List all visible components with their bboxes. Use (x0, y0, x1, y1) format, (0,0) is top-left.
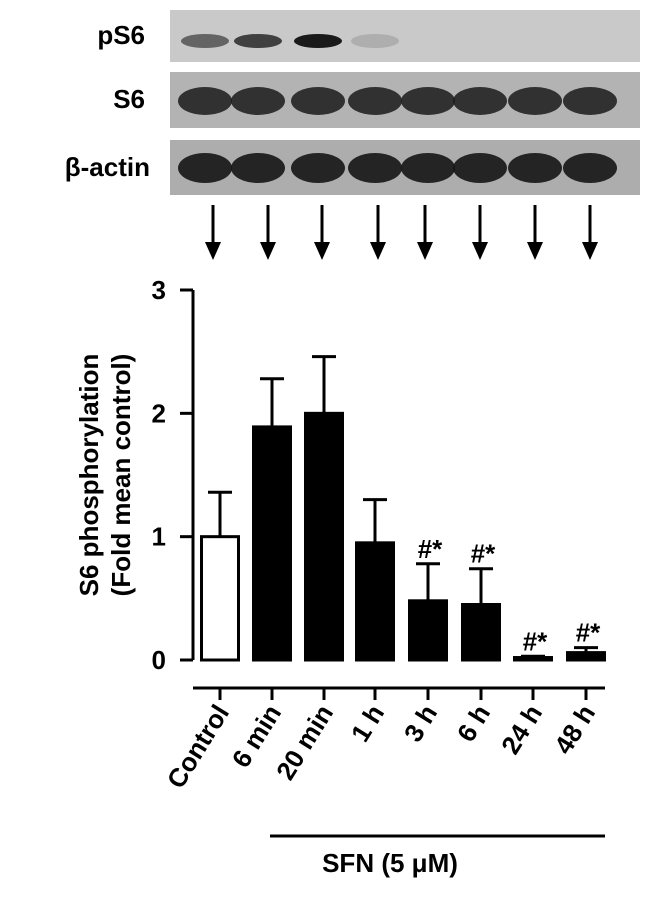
bar (513, 656, 553, 662)
blot-band (508, 153, 562, 183)
blot-band (181, 34, 229, 48)
blot-label: S6 (113, 84, 145, 114)
significance-marker: #* (418, 534, 443, 564)
x-tick-label: 24 h (495, 699, 548, 759)
arrow-head (370, 242, 386, 260)
arrow-head (527, 242, 543, 260)
blot-band (351, 34, 399, 48)
blot-band (178, 87, 232, 115)
y-axis-label: (Fold mean control) (106, 354, 136, 597)
bar (408, 599, 448, 662)
y-tick-label: 1 (152, 522, 166, 552)
blot-panel (170, 10, 640, 62)
bar (566, 651, 606, 662)
blot-band (453, 87, 507, 115)
x-tick-label: 48 h (548, 699, 601, 759)
bar (200, 535, 240, 662)
bar (304, 411, 344, 662)
arrow-head (472, 242, 488, 260)
blot-band (291, 153, 345, 183)
blot-band (563, 87, 617, 115)
blot-band (348, 153, 402, 183)
bar (252, 425, 292, 662)
blot-band (508, 87, 562, 115)
blot-band (178, 153, 232, 183)
blot-label: pS6 (97, 20, 145, 50)
blot-band (234, 34, 282, 48)
y-tick-label: 0 (152, 645, 166, 675)
x-tick-label: 3 h (398, 699, 443, 747)
significance-marker: #* (471, 539, 496, 569)
blot-band (231, 87, 285, 115)
blot-band (348, 87, 402, 115)
y-axis-label: S6 phosphorylation (74, 354, 104, 597)
blot-band (453, 153, 507, 183)
bar (461, 603, 501, 662)
western-blot: pS6 S6 β-actin (65, 10, 640, 195)
x-tick-label: 6 h (451, 699, 496, 747)
blot-label: β-actin (65, 152, 150, 182)
significance-marker: #* (523, 626, 548, 656)
arrow-head (582, 242, 598, 260)
blot-band (401, 153, 455, 183)
x-tick-label: 1 h (345, 699, 390, 747)
arrow-head (260, 242, 276, 260)
arrow-head (417, 242, 433, 260)
arrow-head (205, 242, 221, 260)
significance-marker: #* (576, 618, 601, 648)
arrow-head (314, 242, 330, 260)
y-tick-label: 3 (152, 275, 166, 305)
bar (355, 541, 395, 662)
blot-band (291, 87, 345, 115)
blot-band (294, 34, 342, 48)
blot-band (563, 153, 617, 183)
group-label: SFN (5 μM) (322, 848, 458, 878)
y-tick-label: 2 (152, 398, 166, 428)
x-tick-label: Control (161, 699, 235, 793)
blot-band (231, 153, 285, 183)
blot-band (401, 87, 455, 115)
